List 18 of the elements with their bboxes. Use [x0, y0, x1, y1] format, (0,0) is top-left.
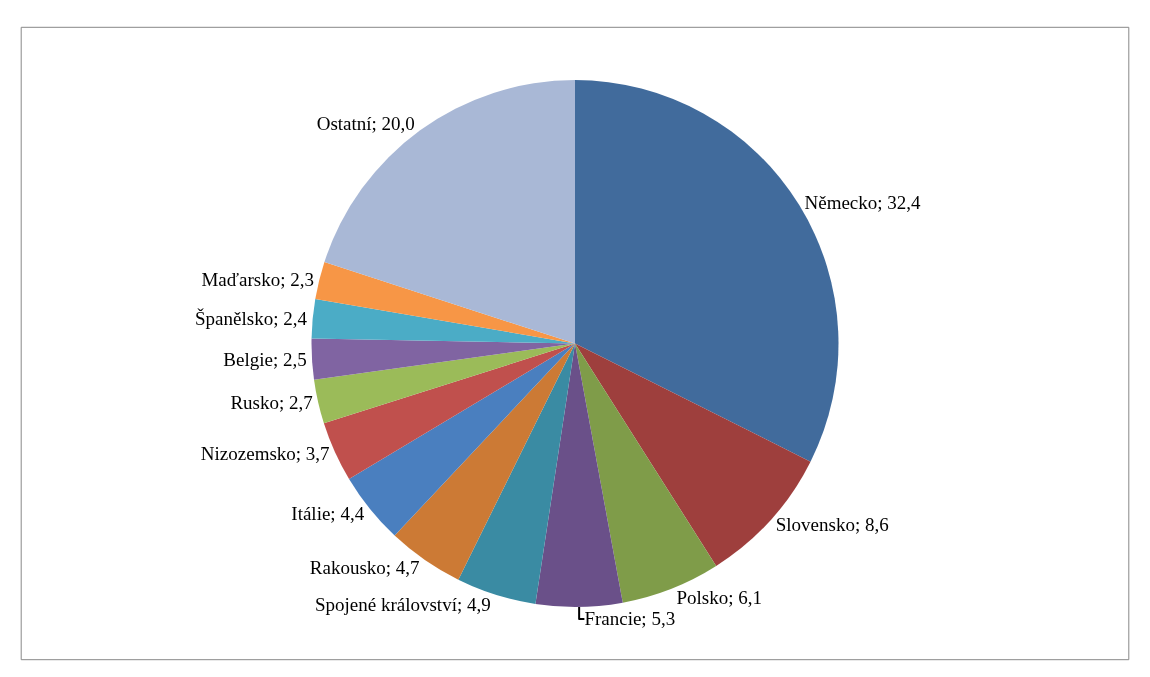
- slice-label: Německo; 32,4: [804, 191, 922, 213]
- slice-label: Francie; 5,3: [584, 608, 676, 630]
- slice-label: Nizozemsko; 3,7: [200, 443, 330, 465]
- slice-label: Slovensko; 8,6: [775, 514, 889, 536]
- pie-slice: [394, 343, 575, 580]
- slice-label: Belgie; 2,5: [223, 348, 307, 370]
- pie-slice: [535, 343, 623, 607]
- slice-label: Maďarsko; 2,3: [201, 269, 314, 291]
- slice-label: Rusko; 2,7: [230, 391, 313, 413]
- slice-label: Polsko; 6,1: [676, 587, 763, 609]
- pie-slice: [311, 338, 575, 380]
- slice-label: Ostatní; 20,0: [316, 112, 415, 134]
- slice-label: Spojené království; 4,9: [314, 593, 491, 615]
- slice-label: Itálie; 4,4: [291, 502, 365, 524]
- pie-slice: [315, 262, 575, 344]
- pie-slice: [314, 343, 575, 424]
- slice-label: Rakousko; 4,7: [309, 556, 420, 578]
- slice-label: Španělsko; 2,4: [195, 308, 308, 330]
